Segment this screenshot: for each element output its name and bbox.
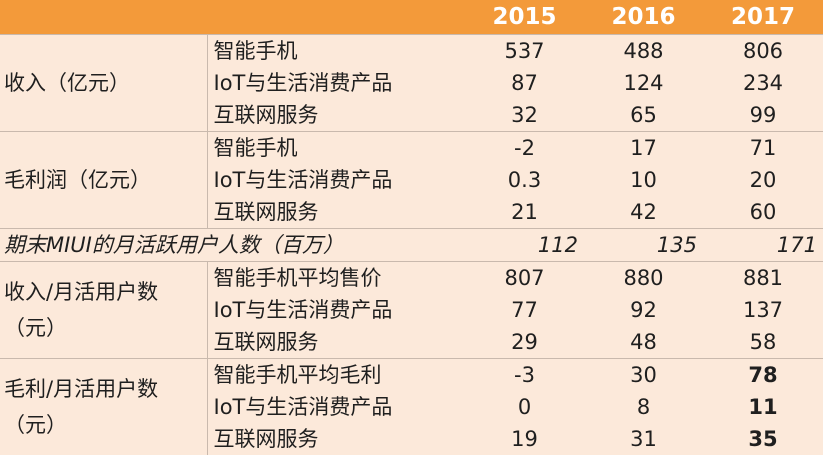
header-empty-cell <box>207 0 465 35</box>
group-label-revenue-per-mau: 收入/月活用户数（元） <box>0 261 207 359</box>
table-row: 收入（亿元） 智能手机 537 488 806 <box>0 34 823 132</box>
group-label-gross-profit: 毛利润（亿元） <box>0 131 207 229</box>
row-label: IoT与生活消费产品 <box>206 294 465 326</box>
cell-value-highlight: 78 <box>703 358 823 391</box>
year-header-2015: 2015 <box>465 0 584 35</box>
row-label: 互联网服务 <box>206 326 465 359</box>
cell-value: 806 <box>703 34 823 67</box>
cell-value: 488 <box>584 34 703 67</box>
table-row-mau: 期末MIUI的月活跃用户人数（百万） 112 135 171 <box>0 228 823 262</box>
financial-table: 2015 2016 2017 收入（亿元） 智能手机 537 488 806 I… <box>0 0 823 455</box>
header-row: 2015 2016 2017 <box>0 0 823 35</box>
cell-value: 171 <box>703 228 823 262</box>
cell-value: 112 <box>465 228 584 262</box>
cell-value: 135 <box>584 228 703 262</box>
mau-label: 期末MIUI的月活跃用户人数（百万） <box>0 228 465 262</box>
cell-value: 42 <box>630 200 657 224</box>
row-label: 互联网服务 <box>206 423 465 455</box>
cell-value: 8 <box>636 395 651 419</box>
table-row: 毛利/月活用户数（元） 智能手机平均毛利 -3 30 78 <box>0 358 823 455</box>
cell-value: 48 <box>630 330 657 354</box>
cell-value: 537 <box>465 34 584 67</box>
cell-value: 881 <box>703 261 823 294</box>
cell-value: 29 <box>511 330 538 354</box>
group-label-revenue: 收入（亿元） <box>0 34 207 132</box>
cell-value: 58 <box>749 330 777 354</box>
cell-value: 880 <box>584 261 703 294</box>
row-label: 智能手机平均售价 <box>206 261 465 294</box>
row-label: 智能手机平均毛利 <box>206 358 465 391</box>
cell-value: 92 <box>630 298 657 322</box>
cell-value: -2 <box>465 131 584 164</box>
cell-value: 0 <box>517 395 532 419</box>
cell-value: 99 <box>749 103 777 127</box>
cell-value: 17 <box>584 131 703 164</box>
cell-value: 0.3 <box>507 168 542 192</box>
cell-value: 60 <box>749 200 777 224</box>
cell-value: 20 <box>749 168 777 192</box>
row-label: IoT与生活消费产品 <box>206 67 465 99</box>
cell-value: -3 <box>465 358 584 391</box>
row-label: IoT与生活消费产品 <box>206 164 465 196</box>
row-label: 智能手机 <box>206 34 465 67</box>
cell-value: 19 <box>511 427 538 451</box>
group-label-profit-per-mau: 毛利/月活用户数（元） <box>0 358 207 455</box>
row-label: 智能手机 <box>206 131 465 164</box>
cell-value: 32 <box>511 103 538 127</box>
table-row: 毛利润（亿元） 智能手机 -2 17 71 <box>0 131 823 229</box>
cell-value: 10 <box>630 168 657 192</box>
cell-value: 65 <box>630 103 657 127</box>
year-header-2017: 2017 <box>703 0 823 35</box>
cell-value: 124 <box>623 71 664 95</box>
year-header-2016: 2016 <box>584 0 703 35</box>
cell-value: 31 <box>630 427 657 451</box>
cell-value: 807 <box>465 261 584 294</box>
cell-value: 87 <box>511 71 538 95</box>
cell-value-highlight: 35 <box>748 427 778 451</box>
row-label: 互联网服务 <box>206 196 465 229</box>
row-label: IoT与生活消费产品 <box>206 391 465 423</box>
cell-value: 77 <box>511 298 538 322</box>
row-label: 互联网服务 <box>206 99 465 132</box>
cell-value: 71 <box>703 131 823 164</box>
cell-value: 137 <box>742 298 784 322</box>
cell-value: 30 <box>584 358 703 391</box>
table-row: 收入/月活用户数（元） 智能手机平均售价 807 880 881 <box>0 261 823 359</box>
cell-value: 234 <box>742 71 784 95</box>
header-empty-cell <box>0 0 207 35</box>
cell-value: 21 <box>511 200 538 224</box>
cell-value-highlight: 11 <box>748 395 778 419</box>
